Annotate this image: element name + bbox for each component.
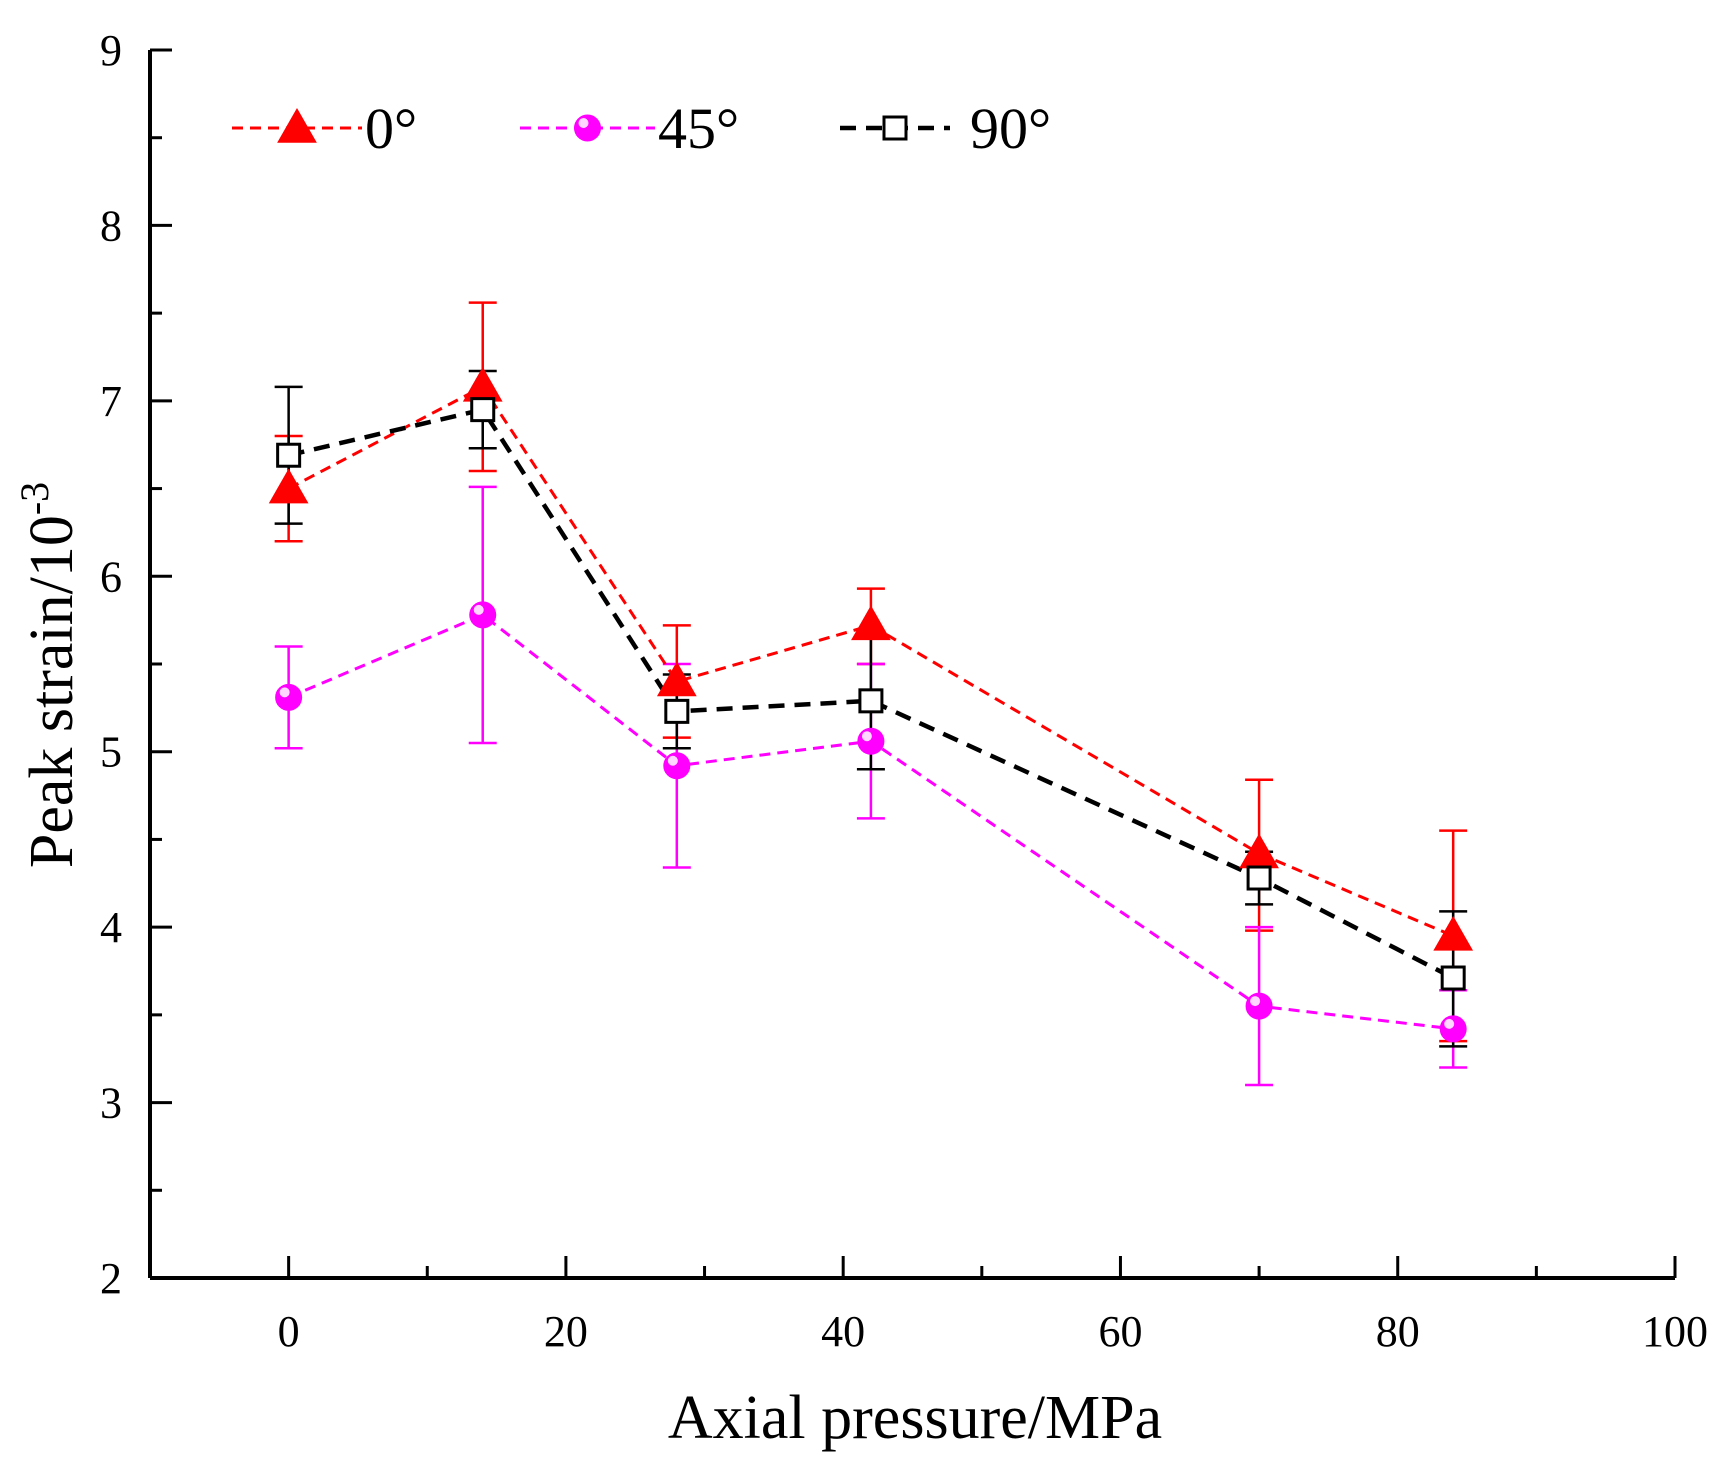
y-tick-label: 4: [100, 903, 122, 952]
data-point: [462, 366, 503, 402]
data-point-highlight: [1250, 996, 1261, 1007]
data-point: [851, 605, 891, 641]
y-axis-title: Peak strain/10-3: [12, 482, 86, 868]
legend: 0° 45° 90°: [232, 96, 1051, 161]
y-axis-title-main: Peak strain/10: [18, 515, 86, 868]
x-tick-label: 20: [544, 1307, 588, 1356]
series-lines: [287, 384, 1455, 1031]
y-axis-title-exponent: -3: [12, 482, 57, 515]
series-markers: [268, 366, 1474, 1043]
legend-marker-1: [574, 114, 601, 142]
data-point: [1246, 865, 1272, 891]
data-point-highlight: [473, 604, 484, 615]
y-tick-label: 5: [100, 728, 122, 777]
data-point: [275, 683, 303, 711]
data-point-highlight: [279, 687, 290, 698]
legend-label-0: 0°: [365, 96, 417, 161]
data-point: [470, 397, 496, 423]
legend-marker-0: [277, 107, 317, 143]
data-point: [663, 752, 691, 780]
x-tick-label: 0: [278, 1307, 300, 1356]
legend-marker-1-highlight: [578, 118, 589, 128]
series-line-0: [287, 384, 1454, 938]
data-point: [664, 698, 690, 724]
y-tick-label: 8: [100, 201, 122, 250]
data-point: [1433, 915, 1474, 951]
data-point: [1440, 965, 1466, 991]
data-point: [1439, 1015, 1467, 1043]
legend-label-2: 90°: [970, 96, 1051, 161]
series-line-2: [288, 407, 1455, 981]
series-line-1: [288, 613, 1454, 1031]
data-point: [656, 661, 697, 697]
data-point: [1245, 992, 1273, 1020]
x-tick-label: 100: [1642, 1307, 1708, 1356]
data-point-highlight: [667, 755, 678, 766]
data-point: [469, 601, 497, 629]
data-point: [268, 468, 309, 504]
legend-marker-2: [882, 115, 908, 141]
x-tick-label: 80: [1376, 1307, 1420, 1356]
y-tick-label: 3: [100, 1079, 122, 1128]
data-point: [857, 727, 885, 755]
y-tick-label: 9: [100, 26, 122, 75]
legend-label-1: 45°: [658, 96, 739, 161]
data-point: [276, 442, 302, 468]
data-point-highlight: [861, 731, 872, 742]
axes: 0 20 40 60 80 100 2 3 4 5 6 7 8 9: [100, 26, 1708, 1356]
y-tick-label: 2: [100, 1254, 122, 1303]
data-point-highlight: [1444, 1018, 1455, 1029]
x-axis-title: Axial pressure/MPa: [668, 1384, 1162, 1452]
axis-titles: Axial pressure/MPa Peak strain/10-3: [12, 482, 1162, 1452]
x-tick-label: 60: [1098, 1307, 1142, 1356]
y-tick-label: 6: [100, 552, 122, 601]
y-tick-label: 7: [100, 377, 122, 426]
x-tick-label: 40: [821, 1307, 865, 1356]
data-point: [858, 688, 884, 714]
